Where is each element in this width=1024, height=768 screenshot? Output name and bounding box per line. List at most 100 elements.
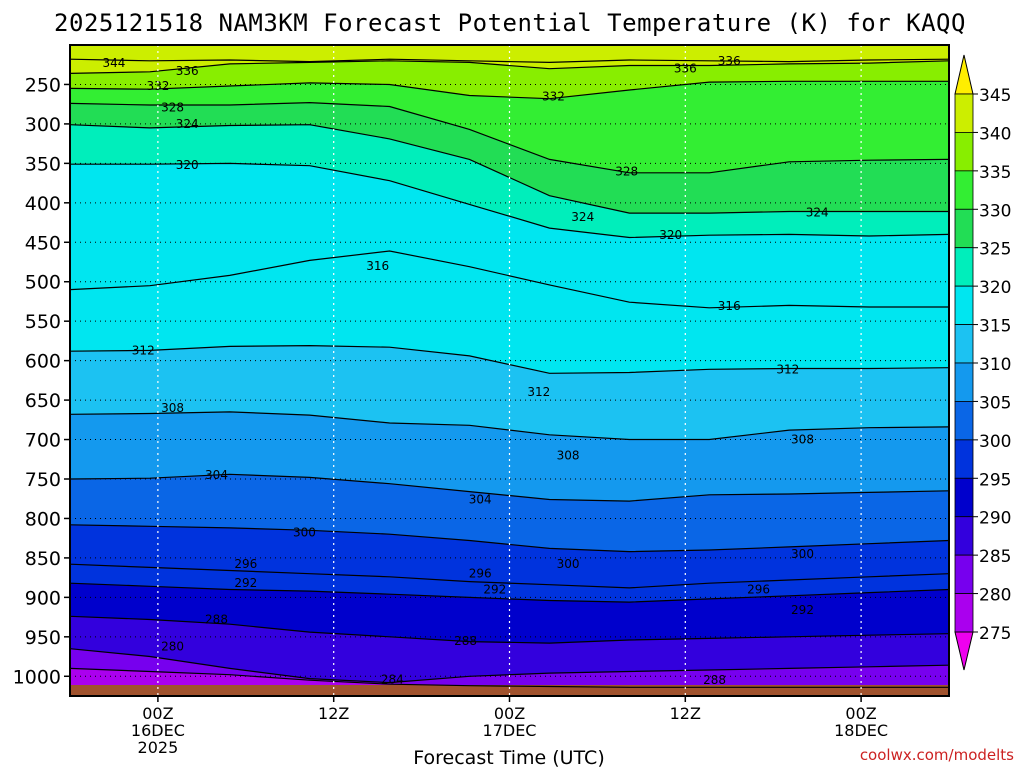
band-324-k [70,124,949,238]
y-tick-label: 750 [25,469,61,491]
colorbar-label: 280 [979,586,1011,606]
y-tick-label: 500 [25,272,61,294]
contour-label-320: 320 [176,158,199,172]
colorbar-segment [954,593,974,633]
contour-label-332: 332 [146,79,169,93]
y-tick-label: 300 [25,114,61,136]
band-288-k [70,616,949,683]
colorbar-segment [954,170,974,210]
y-tick-label: 650 [25,390,61,412]
x-tick-label: 00Z [494,704,525,723]
contour-label-316: 316 [366,259,389,273]
colorbar-label: 325 [979,240,1011,260]
contour-label-344: 344 [102,56,125,70]
x-axis-label: Forecast Time (UTC) [413,747,604,768]
x-tick-label: 00Z [142,704,173,723]
contour-label-328: 328 [161,100,184,114]
x-tick-label: 16DEC [131,721,185,740]
contour-label-336: 336 [176,64,199,78]
contour-332-k [70,80,949,100]
contour-label-312: 312 [132,343,155,357]
colorbar-label: 295 [979,470,1011,490]
y-tick-label: 850 [25,548,61,570]
colorbar-top-arrow [954,54,974,95]
colorbar-segment [954,477,974,518]
terrain-strip [70,685,949,696]
colorbar-label: 275 [979,624,1011,644]
contour-label-300: 300 [791,547,814,561]
contour-label-320: 320 [659,228,682,242]
band-312-k [70,345,949,440]
colorbar-label: 285 [979,547,1011,567]
contour-labels: 344 336 336 336 332 332 328 328 324 324 324 320 320 3… [102,54,828,687]
contour-label-336: 336 [674,62,697,76]
colorbar-label: 340 [979,124,1011,144]
contour-label-288: 288 [454,634,477,648]
y-tick-label: 600 [25,351,61,373]
colorbar-label: 320 [979,278,1011,298]
colorbar-segment [954,554,974,594]
x-tick-label: 12Z [318,704,349,723]
y-tick-label: 250 [25,74,61,96]
contour-328-k [70,101,949,174]
contour-label-300: 300 [293,526,316,540]
contour-label-300: 300 [557,557,580,571]
band-332-k [70,81,949,173]
x-tick-label: 2025 [138,738,179,757]
colorbar-label: 310 [979,355,1011,375]
colorbar-label: 305 [979,393,1011,413]
colorbar-segment [954,439,974,479]
contour-label-292: 292 [234,576,257,590]
colorbar-segment [954,247,974,287]
contour-label-292: 292 [483,582,506,596]
contour-label-324: 324 [571,210,594,224]
contour-label-288: 288 [703,673,726,687]
contour-label-308: 308 [557,448,580,462]
band-320-k [70,163,949,308]
contour-316-k [70,250,949,309]
y-tick-label: 800 [25,508,61,530]
contour-288-k [70,615,949,644]
colorbar-segment [954,93,974,133]
y-tick-label: 450 [25,232,61,254]
y-tick-label: 400 [25,193,61,215]
colorbar-segment [954,324,974,364]
colorbar-segment [954,208,974,249]
band-304-k [70,474,949,552]
gridlines [70,45,949,696]
contour-label-296: 296 [234,557,257,571]
contour-label-312: 312 [527,385,550,399]
colorbar-segment [954,401,974,441]
colorbar-bottom-arrow [954,631,974,671]
colorbar-label: 330 [979,201,1011,221]
colorbar-label: 315 [979,317,1011,337]
colorbar-label: 290 [979,509,1011,529]
contour-label-304: 304 [205,468,228,482]
contour-label-336: 336 [718,54,741,68]
band-316-k [70,251,949,374]
y-axis: 250 300 350 400 450 500 550 600 650 700 750 800 850 9… [13,74,70,688]
colorbar-label: 345 [979,86,1011,106]
contour-label-308: 308 [161,401,184,415]
colorbar-segment [954,132,974,172]
colorbar: 345 340 335 330 325 320 315 310 305 300 295 290 285 2… [954,54,1011,671]
contour-336-k [70,60,949,74]
y-tick-label: 350 [25,153,61,175]
x-tick-label: 00Z [845,704,876,723]
watermark: coolwx.com/modelts [860,746,1014,764]
contour-296-k [70,563,949,589]
x-tick-label: 17DEC [483,721,537,740]
contour-label-284: 284 [381,672,404,686]
y-tick-label: 700 [25,430,61,452]
band-328-k [70,102,949,214]
x-tick-label: 12Z [670,704,701,723]
band-284-k [70,648,949,688]
contour-label-288: 288 [205,612,228,626]
x-tick-label: 18DEC [834,721,888,740]
contour-label-324: 324 [176,117,199,131]
contour-label-304: 304 [469,493,492,507]
contour-label-324: 324 [806,205,829,219]
contour-label-316: 316 [718,299,741,313]
